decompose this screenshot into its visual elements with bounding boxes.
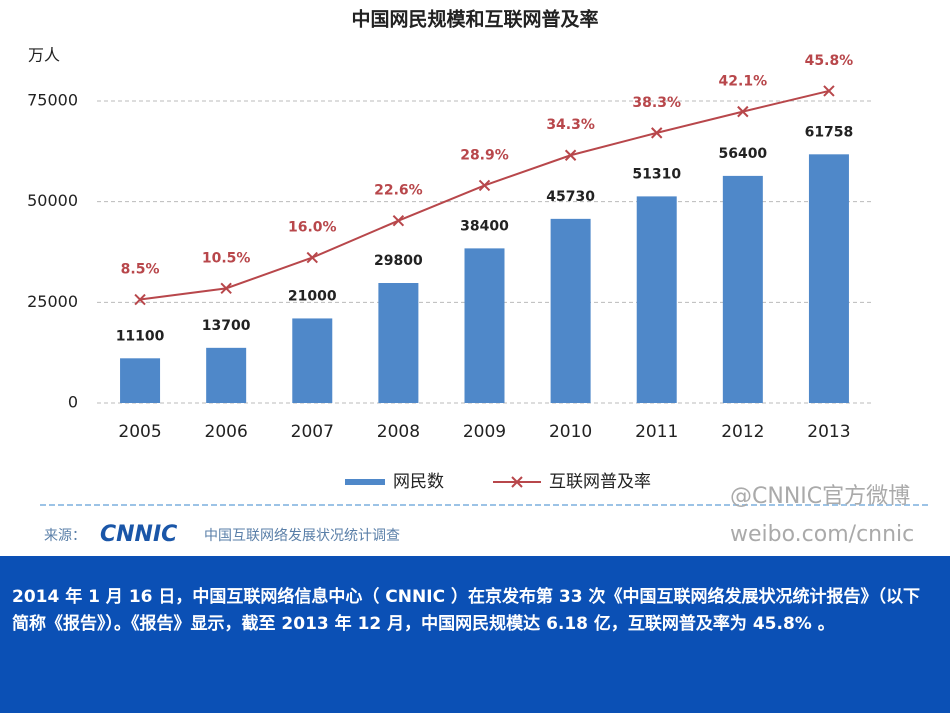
caption-band	[0, 556, 950, 713]
bar-value-label: 29800	[374, 253, 423, 269]
line-marker	[134, 293, 146, 306]
bar	[206, 347, 247, 403]
chart-title: 中国网民规模和互联网普及率	[351, 8, 598, 31]
line-value-label: 34.3%	[546, 117, 595, 133]
y-tick-label: 25000	[27, 292, 78, 311]
line-marker	[737, 105, 749, 118]
bar	[722, 175, 763, 403]
line-marker	[651, 127, 663, 139]
x-tick-label: 2010	[549, 422, 592, 442]
line-value-label: 16.0%	[288, 220, 337, 236]
line-marker	[478, 179, 491, 192]
bar-value-label: 61758	[805, 124, 854, 140]
x-tick-label: 2011	[635, 422, 678, 442]
x-tick-label: 2008	[377, 422, 420, 442]
y-tick-label: 75000	[27, 91, 78, 110]
bar-value-label: 38400	[460, 218, 509, 234]
source-text: 中国互联网络发展状况统计调查	[204, 528, 400, 544]
caption: 2014 年 1 月 16 日，中国互联网络信息中心（ CNNIC ）在京发布第…	[12, 587, 920, 634]
legend-label: 网民数	[393, 472, 444, 492]
bar-value-label: 45730	[546, 189, 595, 205]
line-marker	[306, 251, 318, 264]
legend-symbol	[345, 479, 385, 485]
line-value-label: 8.5%	[121, 262, 160, 278]
y-tick-label: 50000	[27, 191, 78, 210]
watermark: @CNNIC官方微博	[730, 484, 910, 509]
source-logo: CNNIC	[100, 522, 177, 547]
line-marker	[564, 149, 577, 161]
x-tick-label: 2009	[463, 422, 506, 442]
line-marker	[392, 214, 405, 227]
y-axis-label: 万人	[28, 46, 60, 65]
source-label: 来源：	[44, 528, 86, 544]
x-tick-label: 2013	[807, 422, 850, 442]
x-tick-label: 2007	[291, 422, 334, 442]
bar	[550, 218, 591, 403]
watermark: weibo.com/cnnic	[730, 522, 914, 547]
bar	[378, 283, 419, 403]
bar-value-label: 56400	[718, 146, 767, 162]
line-marker	[823, 85, 835, 97]
bar-value-label: 11100	[116, 328, 165, 344]
chart: 中国网民规模和互联网普及率 万人 来源： CNNIC 中国互联网络发展状况统计调…	[27, 8, 930, 547]
bar	[636, 196, 677, 403]
bar	[464, 248, 505, 403]
bar-value-label: 51310	[632, 166, 681, 182]
bar	[808, 154, 849, 403]
x-tick-label: 2006	[205, 422, 248, 442]
line-value-label: 22.6%	[374, 183, 423, 199]
line-value-label: 28.9%	[460, 147, 509, 163]
line-value-label: 38.3%	[632, 95, 681, 111]
line-value-label: 10.5%	[202, 250, 251, 266]
bar-value-label: 13700	[202, 318, 251, 334]
x-tick-label: 2012	[721, 422, 764, 442]
line-marker	[220, 282, 232, 295]
legend-symbol	[511, 476, 523, 488]
line-value-label: 45.8%	[805, 53, 854, 69]
bar	[120, 358, 161, 403]
legend-label: 互联网普及率	[549, 472, 651, 492]
line-value-label: 42.1%	[719, 74, 768, 90]
y-tick-label: 0	[68, 393, 78, 412]
x-tick-label: 2005	[118, 422, 161, 442]
bar	[292, 318, 333, 403]
bar-value-label: 21000	[288, 288, 337, 304]
